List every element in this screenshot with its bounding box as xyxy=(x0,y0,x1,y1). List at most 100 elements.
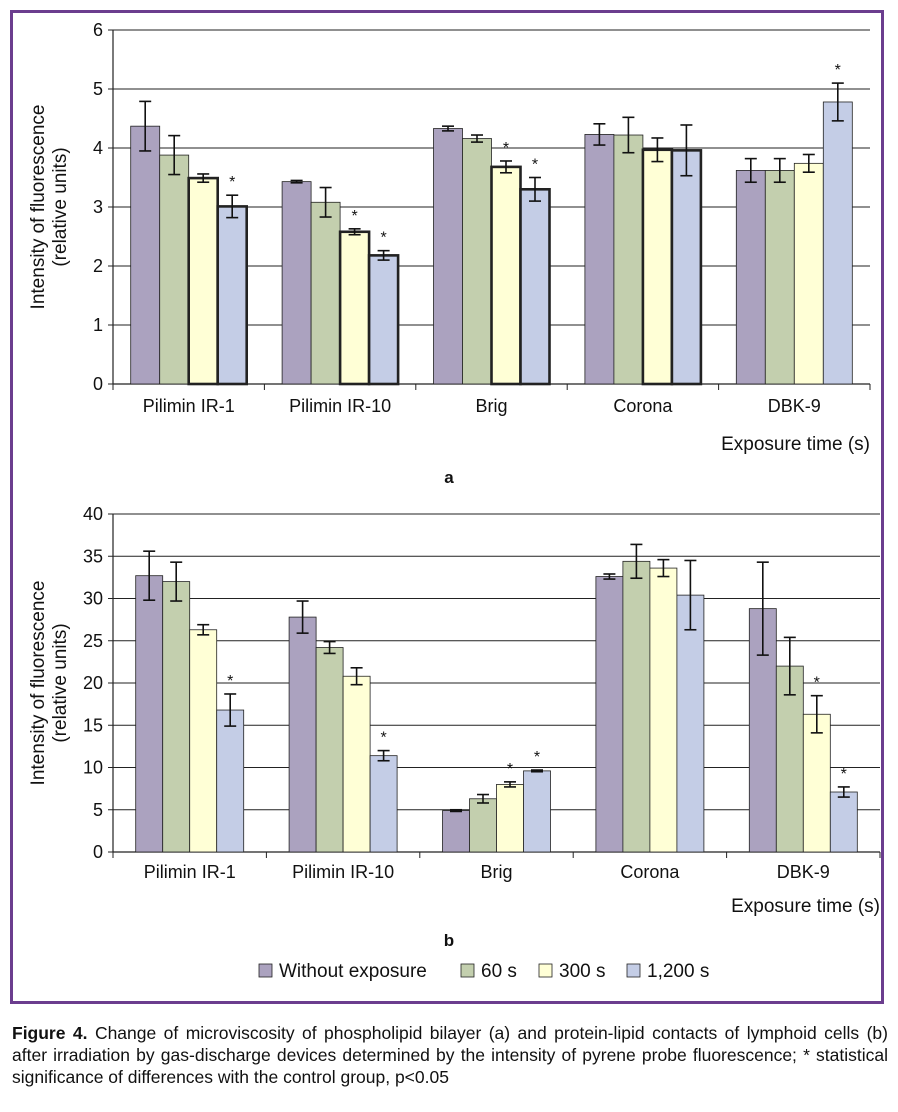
y-tick-label: 6 xyxy=(93,20,103,40)
y-tick-label: 5 xyxy=(93,79,103,99)
bar xyxy=(187,176,219,386)
figure-frame xyxy=(10,10,884,1004)
y-tick-label: 1 xyxy=(93,315,103,335)
significance-marker: * xyxy=(507,761,513,778)
bar xyxy=(469,798,497,853)
bar xyxy=(462,138,492,385)
bar xyxy=(135,575,164,853)
bar xyxy=(793,162,824,385)
category-label: Pilimin IR-10 xyxy=(289,396,391,416)
y-tick-label: 5 xyxy=(93,800,103,820)
bar xyxy=(649,567,678,853)
bar xyxy=(490,165,522,386)
bar xyxy=(519,188,551,386)
bar xyxy=(159,154,190,385)
bar xyxy=(189,629,218,853)
bar xyxy=(496,784,524,853)
bar xyxy=(342,675,371,853)
figure-caption: Figure 4. Change of microviscosity of ph… xyxy=(12,1022,888,1088)
category-label: Brig xyxy=(475,396,507,416)
bar xyxy=(641,148,674,386)
significance-marker: * xyxy=(532,157,538,174)
caption-figure-label: Figure 4. xyxy=(12,1023,88,1043)
legend-label: 300 s xyxy=(559,961,605,982)
bar xyxy=(442,810,470,853)
y-axis-subtitle: (relative units) xyxy=(50,147,71,266)
bar xyxy=(216,205,248,386)
bar xyxy=(433,128,463,385)
bar xyxy=(369,755,398,853)
bar xyxy=(775,665,804,853)
chart-panel-a: 0 1 2 3 4 5 6 Pilimin IR-1 Pilimin IR-10 Brig Coro… xyxy=(28,20,871,487)
panel-label: a xyxy=(444,468,454,487)
bar xyxy=(764,170,795,385)
bar xyxy=(216,709,245,853)
bar xyxy=(523,770,551,853)
caption-text: Change of microviscosity of phospholipid… xyxy=(12,1023,888,1087)
y-tick-label: 10 xyxy=(83,758,103,778)
y-tick-label: 4 xyxy=(93,138,103,158)
legend-swatch xyxy=(538,963,553,978)
bar xyxy=(338,230,371,386)
bar xyxy=(735,170,766,385)
y-tick-label: 25 xyxy=(83,631,103,651)
bar xyxy=(315,647,344,853)
bar xyxy=(613,134,644,385)
y-axis-subtitle: (relative units) xyxy=(50,623,71,742)
x-axis-title: Exposure time (s) xyxy=(731,896,880,917)
significance-marker: * xyxy=(227,673,233,690)
y-tick-label: 0 xyxy=(93,842,103,862)
bar xyxy=(288,616,317,853)
bar xyxy=(130,125,161,385)
panel-label: b xyxy=(444,931,454,950)
bar xyxy=(595,576,624,853)
y-tick-label: 3 xyxy=(93,197,103,217)
y-tick-label: 20 xyxy=(83,673,103,693)
significance-marker: * xyxy=(835,62,841,79)
legend-label: 60 s xyxy=(481,961,517,982)
significance-marker: * xyxy=(229,174,235,191)
category-label: Pilimin IR-1 xyxy=(144,862,236,882)
y-axis-title: Intensity of fluorescence xyxy=(28,105,49,310)
significance-marker: * xyxy=(380,730,386,747)
legend-swatch xyxy=(626,963,641,978)
bar xyxy=(584,134,615,385)
legend-swatch xyxy=(460,963,475,978)
significance-marker: * xyxy=(503,140,509,157)
bar xyxy=(829,791,858,853)
bar xyxy=(310,201,341,385)
significance-marker: * xyxy=(534,749,540,766)
significance-marker: * xyxy=(814,675,820,692)
chart-panel-b: 0 5 10 15 20 25 30 35 40 Pilimin IR-1 Pilimin IR-1… xyxy=(28,504,881,950)
category-label: DBK-9 xyxy=(768,396,821,416)
y-tick-label: 35 xyxy=(83,546,103,566)
bar xyxy=(367,254,400,386)
bar xyxy=(622,560,651,853)
category-label: DBK-9 xyxy=(777,862,830,882)
y-tick-label: 0 xyxy=(93,374,103,394)
bar xyxy=(676,594,705,853)
y-tick-label: 15 xyxy=(83,715,103,735)
bar xyxy=(162,581,191,853)
y-axis-title: Intensity of fluorescence xyxy=(28,581,49,786)
y-tick-label: 40 xyxy=(83,504,103,524)
category-label: Brig xyxy=(480,862,512,882)
legend-label: 1,200 s xyxy=(647,961,709,982)
bar xyxy=(670,149,703,386)
significance-marker: * xyxy=(380,230,386,247)
legend: Without exposure 60 s 300 s 1,200 s xyxy=(258,961,709,982)
category-label: Corona xyxy=(613,396,673,416)
bar xyxy=(281,181,312,385)
y-tick-label: 30 xyxy=(83,589,103,609)
y-tick-label: 2 xyxy=(93,256,103,276)
category-label: Corona xyxy=(620,862,680,882)
bar xyxy=(822,101,853,385)
x-axis-title: Exposure time (s) xyxy=(721,434,870,455)
legend-swatch xyxy=(258,963,273,978)
bar xyxy=(802,713,831,853)
significance-marker: * xyxy=(351,208,357,225)
category-label: Pilimin IR-10 xyxy=(292,862,394,882)
significance-marker: * xyxy=(841,766,847,783)
category-label: Pilimin IR-1 xyxy=(143,396,235,416)
